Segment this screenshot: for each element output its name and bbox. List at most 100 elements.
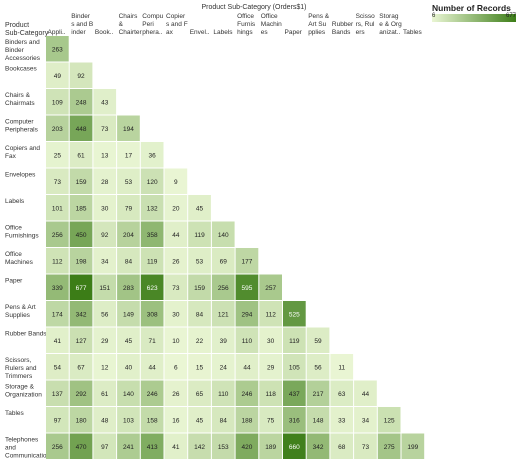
row-label: Pens & Art Supplies [5, 304, 36, 319]
cell-value-label: 92 [101, 232, 109, 239]
cell-value-label: 79 [125, 205, 133, 212]
heatmap-cell [235, 274, 259, 300]
cell-value-label: 177 [242, 258, 253, 265]
heatmap-cell [117, 168, 140, 194]
heatmap-cell [330, 380, 354, 406]
cell-value-label: 110 [218, 391, 229, 398]
cell-value-label: 140 [218, 232, 229, 239]
cell-value-label: 217 [313, 391, 324, 398]
cell-value-label: 71 [149, 338, 157, 345]
cell-value-label: 153 [218, 444, 229, 451]
cell-value-label: 342 [313, 444, 324, 451]
heatmap-cell [69, 380, 93, 406]
heatmap-cell [377, 407, 401, 433]
heatmap-cell [211, 327, 235, 353]
cell-value-label: 97 [54, 417, 62, 424]
cell-value-label: 59 [314, 338, 322, 345]
row-label: Office Machines [5, 251, 34, 266]
cell-value-label: 121 [218, 311, 229, 318]
cell-value-label: 30 [267, 338, 275, 345]
heatmap-cell [235, 380, 259, 406]
cell-value-label: 41 [54, 338, 62, 345]
cell-value-label: 84 [220, 417, 228, 424]
heatmap-cell [330, 433, 354, 459]
cell-value-label: 61 [101, 391, 109, 398]
heatmap-cell [164, 168, 188, 194]
color-legend: Number of Records 6 677 [432, 3, 516, 29]
cell-value-label: 132 [147, 205, 158, 212]
heatmap-cell [259, 274, 282, 300]
heatmap-cell [117, 142, 140, 168]
cell-value-label: 28 [101, 179, 109, 186]
heatmap-cell [93, 354, 117, 380]
heatmap-cell [211, 407, 235, 433]
cell-value-label: 63 [338, 391, 346, 398]
heatmap-cell [69, 433, 93, 459]
cell-value-label: 103 [123, 417, 134, 424]
cell-value-label: 36 [149, 152, 157, 159]
heatmap-cell [188, 433, 211, 459]
heatmap-cell [354, 380, 377, 406]
heatmap-cell [46, 327, 69, 353]
heatmap-cell [69, 221, 93, 247]
heatmap-cell [69, 115, 93, 141]
heatmap-cell [259, 301, 282, 327]
cell-value-label: 67 [77, 364, 85, 371]
heatmap-cell [164, 248, 188, 274]
heatmap-cell [69, 301, 93, 327]
row-label: Copiers and Fax [5, 145, 40, 160]
cell-value-label: 194 [123, 126, 134, 133]
heatmap-cell [188, 221, 211, 247]
heatmap-cell [117, 301, 140, 327]
heatmap-cell [283, 301, 306, 327]
cell-value-label: 13 [101, 152, 109, 159]
heatmap-cell [93, 142, 117, 168]
heatmap-cell [211, 354, 235, 380]
heatmap-cell [69, 248, 93, 274]
heatmap-cell [46, 142, 69, 168]
cell-value-label: 158 [147, 417, 158, 424]
cell-value-label: 11 [338, 364, 345, 371]
cell-value-label: 29 [101, 338, 109, 345]
row-label: Labels [5, 198, 25, 205]
cell-value-label: 198 [76, 258, 87, 265]
cell-value-label: 595 [242, 285, 253, 292]
column-label: Rubber Bands [332, 21, 354, 36]
heatmap-cell [211, 248, 235, 274]
cell-value-label: 120 [147, 179, 158, 186]
cell-value-label: 246 [147, 391, 158, 398]
cell-value-label: 118 [265, 391, 276, 398]
heatmap-cell [188, 195, 211, 221]
cell-value-label: 29 [267, 364, 275, 371]
heatmap-cell [306, 354, 330, 380]
heatmap-cell [164, 407, 188, 433]
cell-value-label: 263 [52, 46, 63, 53]
heatmap-cell [164, 301, 188, 327]
heatmap-cell [188, 248, 211, 274]
heatmap-cell [46, 407, 69, 433]
heatmap-cell [46, 274, 69, 300]
cell-value-label: 339 [52, 285, 63, 292]
cell-value-label: 112 [52, 258, 63, 265]
heatmap-cell [140, 380, 164, 406]
heatmap-cell [235, 433, 259, 459]
cell-value-label: 17 [125, 152, 133, 159]
cell-value-label: 110 [242, 338, 253, 345]
cell-value-label: 48 [101, 417, 109, 424]
cell-value-label: 6 [174, 364, 178, 371]
cell-value-label: 275 [384, 444, 395, 451]
heatmap-cell [188, 354, 211, 380]
cell-value-label: 26 [172, 258, 180, 265]
column-label: Labels [213, 29, 233, 36]
heatmap-cell [188, 327, 211, 353]
cell-value-label: 525 [289, 311, 300, 318]
heatmap-cell [93, 248, 117, 274]
heatmap-cell [377, 433, 401, 459]
heatmap-cell [140, 221, 164, 247]
cell-value-label: 9 [174, 179, 178, 186]
heatmap-cell [235, 407, 259, 433]
row-label: Chairs & Chairmats [5, 92, 35, 107]
heatmap-cell [46, 221, 69, 247]
heatmap-cell [117, 115, 140, 141]
column-label: Appli.. [48, 29, 66, 36]
